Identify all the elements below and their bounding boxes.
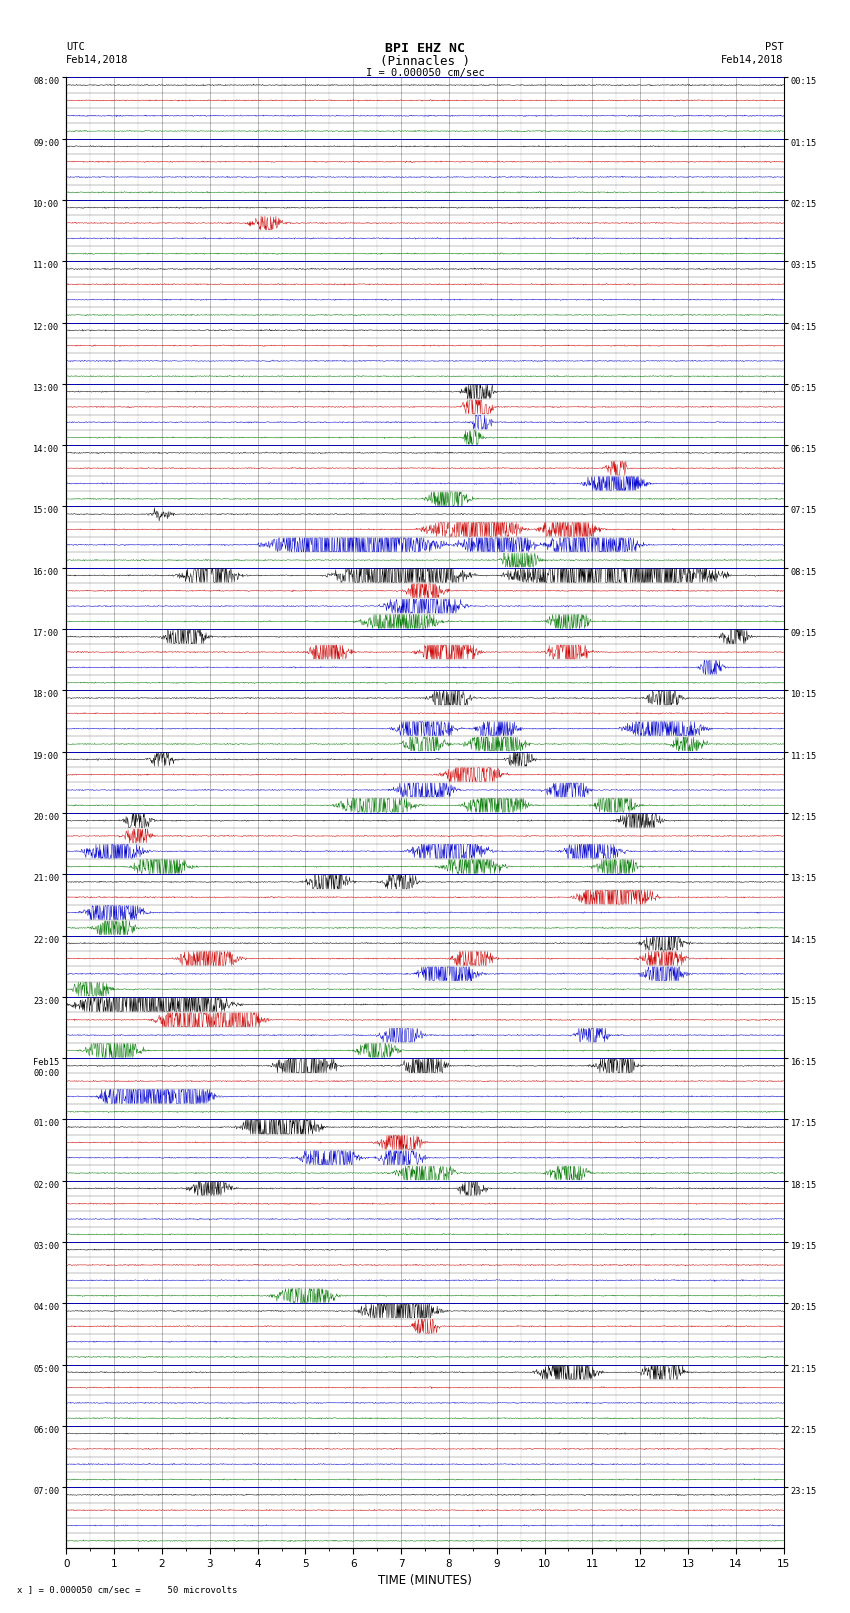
X-axis label: TIME (MINUTES): TIME (MINUTES) <box>378 1574 472 1587</box>
Text: Feb14,2018: Feb14,2018 <box>721 55 784 65</box>
Text: Feb14,2018: Feb14,2018 <box>66 55 129 65</box>
Text: (Pinnacles ): (Pinnacles ) <box>380 55 470 68</box>
Text: UTC: UTC <box>66 42 85 52</box>
Text: I = 0.000050 cm/sec: I = 0.000050 cm/sec <box>366 68 484 77</box>
Text: BPI EHZ NC: BPI EHZ NC <box>385 42 465 55</box>
Text: x ] = 0.000050 cm/sec =     50 microvolts: x ] = 0.000050 cm/sec = 50 microvolts <box>17 1584 237 1594</box>
Text: PST: PST <box>765 42 784 52</box>
